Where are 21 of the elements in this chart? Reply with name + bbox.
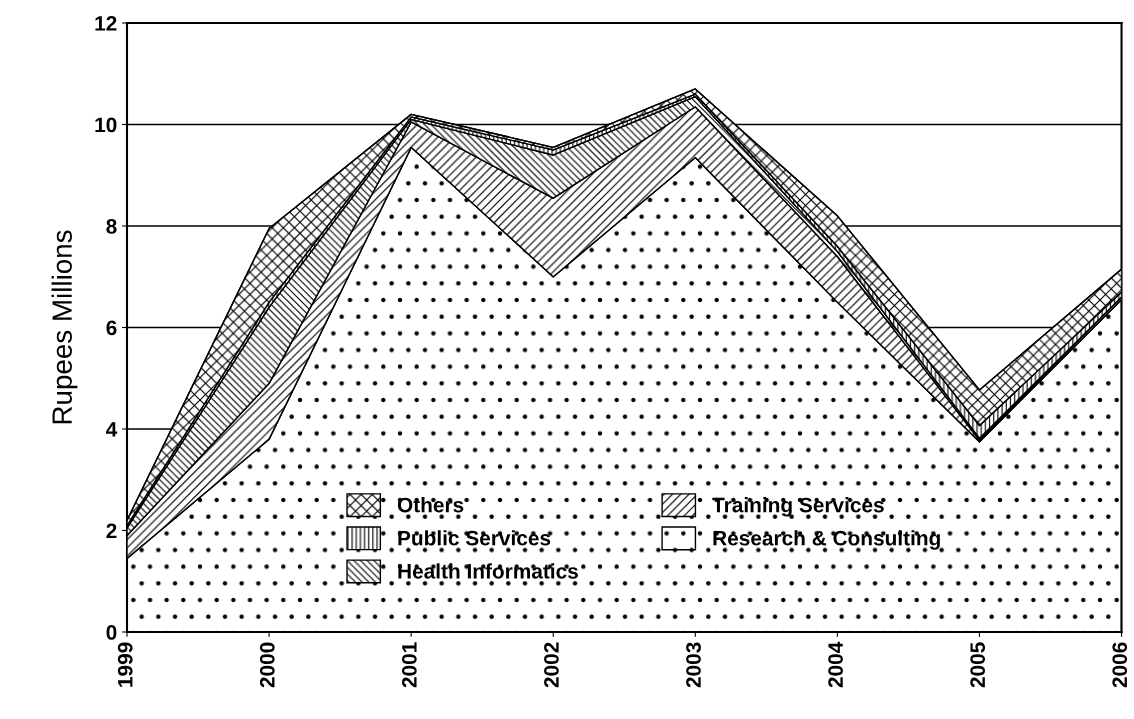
x-tick-label: 2001 — [402, 642, 417, 688]
y-tick-label: 6 — [106, 320, 117, 336]
legend-label: Research & Consulting — [713, 530, 940, 550]
x-tick-label: 2000 — [259, 642, 275, 688]
x-tick-label: 2004 — [828, 641, 843, 688]
legend-label: Health Informatics — [398, 563, 578, 579]
x-tick-label: 1999 — [117, 642, 133, 687]
x-tick-label: 2003 — [686, 642, 701, 688]
y-tick-label: 4 — [106, 422, 118, 437]
legend-label: Training Services — [712, 497, 884, 517]
y-tick-label: 0 — [106, 625, 117, 640]
y-tick-label: 8 — [106, 219, 117, 234]
y-tick-label: 2 — [106, 523, 117, 539]
legend-label: Public Services — [398, 530, 551, 546]
x-tick-label: 2006 — [1112, 642, 1128, 688]
y-tick-label: 12 — [95, 16, 117, 31]
y-axis-title: Rupees Millions — [51, 230, 78, 424]
x-tick-label: 2005 — [970, 642, 986, 688]
x-tick-label: 2002 — [544, 642, 559, 688]
legend-label: Others — [397, 497, 464, 513]
y-tick-label: 10 — [95, 117, 117, 133]
